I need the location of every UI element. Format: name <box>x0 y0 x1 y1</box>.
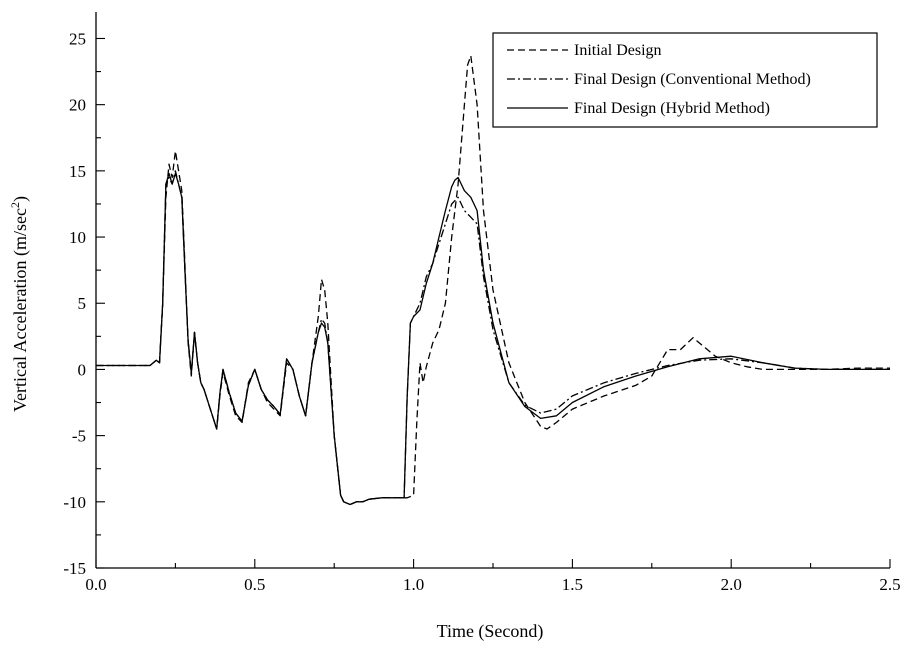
y-ticks: -15 -10 -5 0 5 10 15 20 25 <box>63 29 105 578</box>
y-tick-label: 0 <box>78 360 87 379</box>
legend-label: Final Design (Hybrid Method) <box>574 100 770 117</box>
legend-label: Final Design (Conventional Method) <box>574 71 811 88</box>
legend: Initial Design Final Design (Conventional… <box>493 33 877 127</box>
y-tick-label: -10 <box>63 493 86 512</box>
y-tick-label: 5 <box>78 294 87 313</box>
y-axis-title: Vertical Acceleration (m/sec2) <box>8 196 31 412</box>
y-tick-label: 15 <box>69 162 86 181</box>
x-tick-label: 2.5 <box>879 575 900 594</box>
x-axis-title: Time (Second) <box>437 621 544 642</box>
x-tick-label: 1.0 <box>403 575 424 594</box>
y-axis-title-main: Vertical Acceleration (m/sec <box>10 208 31 412</box>
x-ticks: 0.0 0.5 1.0 1.5 2.0 2.5 <box>85 559 900 594</box>
y-tick-label: 20 <box>69 96 86 115</box>
x-tick-label: 0.5 <box>244 575 265 594</box>
legend-label: Initial Design <box>574 42 662 59</box>
y-tick-label: 10 <box>69 228 86 247</box>
y-tick-label: 25 <box>69 29 86 48</box>
series-line-final-design-conventional-method <box>96 171 890 505</box>
y-tick-label: -5 <box>72 427 86 446</box>
x-tick-label: 2.0 <box>721 575 742 594</box>
y-tick-label: -15 <box>63 559 86 578</box>
x-tick-label: 1.5 <box>562 575 583 594</box>
y-axis-title-close: ) <box>10 196 31 202</box>
x-tick-label: 0.0 <box>85 575 106 594</box>
series-line-final-design-hybrid-method <box>96 174 890 505</box>
